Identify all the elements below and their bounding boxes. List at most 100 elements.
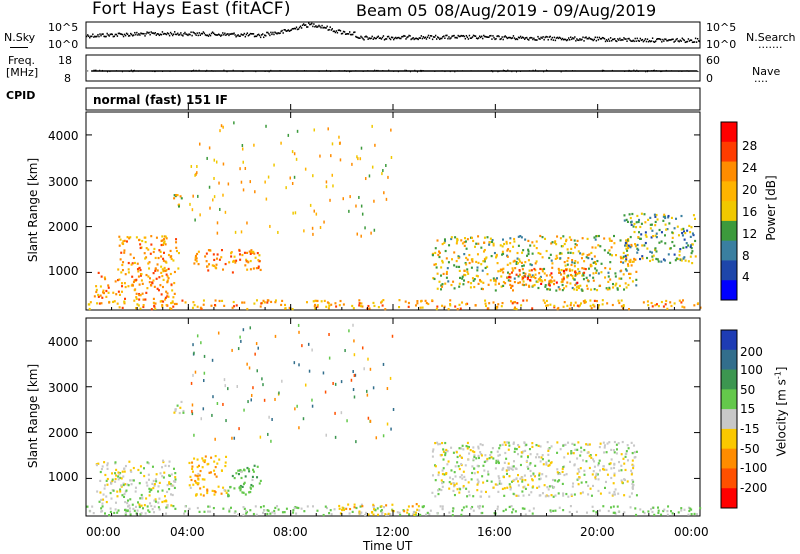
range-gate-cell: [657, 506, 660, 509]
range-gate-cell: [441, 283, 444, 286]
frequency-point: [451, 70, 453, 72]
range-gate-cell: [473, 278, 476, 281]
range-gate-cell: [429, 509, 432, 512]
range-gate-cell: [125, 240, 128, 243]
range-gate-cell: [183, 512, 186, 515]
sky-noise-point: [494, 38, 496, 41]
range-gate-cell: [416, 300, 419, 303]
range-gate-cell: [495, 459, 498, 462]
range-gate-cell: [690, 513, 693, 516]
range-gate-cell: [498, 282, 501, 285]
range-gate-cell: [585, 284, 588, 287]
sky-noise-point: [388, 37, 391, 40]
range-gate-cell: [175, 249, 178, 253]
range-gate-cell: [692, 233, 695, 237]
range-gate-cell: [441, 472, 444, 476]
axis-ticks: [85, 104, 701, 516]
range-gate-cell: [541, 268, 544, 271]
range-gate-cell: [149, 284, 152, 287]
range-gate-cell: [511, 302, 514, 305]
sky-noise-point: [622, 39, 624, 41]
range-gate-cell: [624, 478, 627, 482]
range-gate-cell: [526, 456, 529, 459]
range-gate-cell: [197, 263, 200, 266]
range-gate-cell: [120, 271, 123, 274]
power-colorbar-segment: [721, 181, 737, 202]
range-gate-cell: [644, 234, 647, 237]
range-gate-cell: [197, 194, 199, 198]
range-gate-cell: [230, 251, 233, 254]
range-gate-cell: [477, 480, 480, 483]
range-gate-cell: [612, 286, 615, 289]
range-gate-cell: [529, 263, 532, 266]
range-gate-cell: [153, 305, 156, 308]
sky-noise-point: [319, 25, 321, 28]
range-gate-cell: [305, 301, 308, 304]
sky-noise-point: [586, 37, 588, 40]
range-gate-cell: [170, 484, 173, 487]
range-gate-cell: [541, 270, 544, 273]
sky-noise-point: [276, 32, 278, 35]
range-gate-cell: [161, 305, 164, 308]
range-gate-cell: [622, 304, 625, 307]
range-gate-cell: [603, 249, 606, 252]
range-gate-cell: [656, 218, 659, 221]
range-gate-cell: [470, 282, 473, 285]
range-gate-cell: [157, 256, 160, 260]
sky-noise-point: [260, 34, 263, 36]
range-gate-cell: [418, 509, 421, 512]
sky-noise-point: [377, 35, 380, 38]
range-gate-cell: [624, 254, 627, 257]
sky-noise-point: [431, 38, 434, 41]
range-gate-cell: [686, 229, 689, 232]
range-gate-cell: [663, 508, 666, 511]
range-gate-cell: [136, 303, 139, 306]
sky-noise-point: [499, 38, 501, 41]
range-gate-cell: [547, 288, 550, 291]
range-gate-cell: [323, 299, 326, 303]
range-gate-cell: [581, 289, 584, 292]
sky-noise-point: [111, 33, 113, 36]
xtick-0000-start: 00:00: [86, 525, 121, 539]
sky-noise-point: [376, 36, 379, 38]
range-gate-cell: [162, 243, 165, 246]
range-gate-cell: [550, 259, 553, 262]
range-gate-cell: [502, 284, 505, 288]
sky-noise-point: [591, 38, 593, 41]
range-gate-cell: [203, 460, 206, 464]
sky-noise-point: [159, 33, 162, 36]
range-gate-cell: [521, 283, 524, 286]
sky-noise-point: [345, 33, 348, 35]
range-gate-cell: [147, 275, 150, 278]
range-gate-cell: [592, 458, 595, 461]
range-gate-cell: [634, 455, 637, 459]
range-gate-cell: [450, 446, 453, 449]
sky-noise-point: [408, 34, 410, 37]
range-gate-cell: [690, 252, 693, 255]
sky-noise-point: [348, 31, 351, 33]
frequency-point: [107, 71, 109, 73]
sky-noise-point: [254, 35, 257, 38]
range-gate-cell: [240, 476, 243, 480]
range-gate-cell: [194, 218, 196, 222]
range-gate-cell: [570, 301, 573, 305]
range-gate-cell: [304, 167, 307, 171]
range-gate-cell: [141, 282, 144, 285]
range-gate-cell: [340, 411, 343, 415]
range-gate-cell: [484, 304, 487, 308]
range-gate-cell: [441, 507, 444, 510]
sky-noise-point: [286, 29, 288, 32]
range-gate-cell: [147, 478, 150, 481]
sky-noise-point: [218, 33, 220, 36]
sky-noise-point: [461, 35, 463, 37]
frequency-point: [226, 71, 228, 73]
range-gate-cell: [473, 472, 476, 475]
sky-noise-point: [308, 22, 310, 24]
sky-noise-point: [396, 37, 398, 40]
range-gate-cell: [452, 280, 455, 283]
range-gate-cell: [116, 495, 119, 498]
range-gate-cell: [343, 508, 346, 512]
range-gate-cell: [680, 259, 683, 262]
range-gate-cell: [614, 284, 617, 287]
sky-noise-point: [239, 35, 241, 37]
